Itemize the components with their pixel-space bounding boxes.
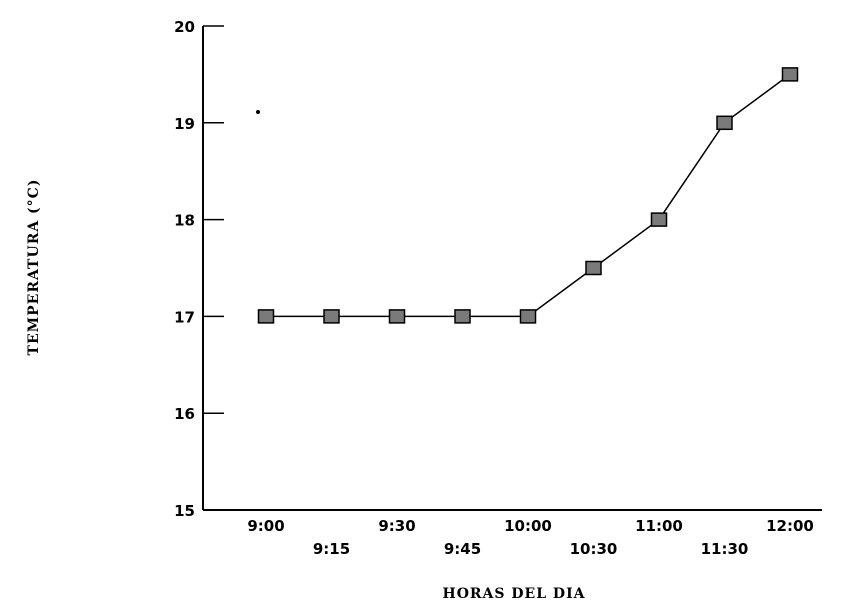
x-tick-label: 9:00 (247, 517, 284, 535)
stray-dot-mark (256, 110, 260, 114)
data-point-marker (585, 260, 602, 276)
x-axis-title: HORAS DEL DIA (443, 586, 586, 602)
data-point-marker (650, 212, 668, 227)
data-point-marker (388, 309, 406, 324)
data-point-marker (519, 309, 537, 324)
x-tick-label: 9:15 (313, 540, 350, 558)
y-tick-label: 15 (174, 502, 195, 520)
y-tick-label: 19 (174, 115, 195, 133)
x-ticks-group: 9:00 9:15 9:30 9:45 10:00 10:30 11:00 11:30 12:0… (247, 517, 814, 558)
data-point-marker (323, 309, 340, 324)
series-line (266, 73, 791, 318)
y-tick-label: 18 (174, 212, 195, 230)
x-tick-label: 10:00 (504, 517, 552, 535)
x-tick-label: 9:45 (444, 540, 481, 558)
markers-group (257, 67, 799, 324)
x-tick-label: 9:30 (378, 517, 415, 535)
x-tick-label: 11:00 (635, 517, 683, 535)
x-tick-label: 11:30 (701, 540, 749, 558)
y-tick-label: 16 (174, 405, 195, 423)
x-tick-label: 12:00 (766, 517, 814, 535)
data-point-marker (454, 309, 471, 324)
y-axis-title: TEMPERATURA (°C) (26, 179, 42, 356)
data-point-marker (257, 309, 275, 324)
y-tick-label: 20 (174, 18, 195, 36)
y-ticks-group: 15 16 17 18 19 20 (174, 18, 224, 520)
y-tick-label: 17 (174, 308, 195, 326)
data-point-marker (781, 67, 799, 82)
x-tick-label: 10:30 (570, 540, 618, 558)
data-point-marker (716, 115, 733, 131)
